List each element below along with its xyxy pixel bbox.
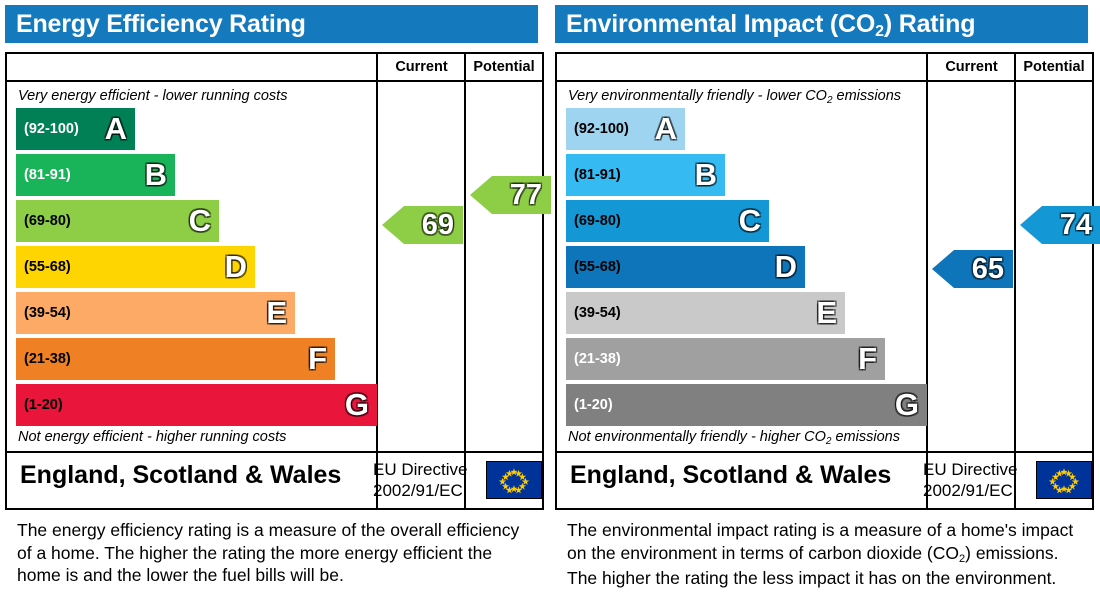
band-c-letter: C xyxy=(738,203,761,238)
band-d: (55-68) D xyxy=(566,246,805,288)
band-g-letter: G xyxy=(344,387,369,422)
potential-rating-arrow: 77 xyxy=(470,176,551,214)
potential-rating-arrow: 74 xyxy=(1020,206,1100,244)
caption-top-prefix: Very environmentally friendly - lower CO xyxy=(568,88,827,104)
band-g-range: (1-20) xyxy=(24,397,63,413)
band-d-letter: D xyxy=(224,249,247,284)
band-f: (21-38) F xyxy=(16,338,335,380)
band-f-range: (21-38) xyxy=(24,351,71,367)
band-g: (1-20) G xyxy=(566,384,927,426)
band-e-letter: E xyxy=(816,295,837,330)
caption-top-subscript: 2 xyxy=(826,95,833,106)
band-c-letter: C xyxy=(188,203,211,238)
band-a: (92-100) A xyxy=(16,108,135,150)
band-b-letter: B xyxy=(144,157,167,192)
energy-efficiency-title: Energy Efficiency Rating xyxy=(5,5,538,43)
column-header-current: Current xyxy=(395,59,448,75)
band-c: (69-80) C xyxy=(566,200,769,242)
band-a-range: (92-100) xyxy=(574,121,629,137)
environmental-impact-panel: Environmental Impact (CO2) Rating Curren… xyxy=(550,0,1100,616)
band-b-range: (81-91) xyxy=(24,167,71,183)
band-f: (21-38) F xyxy=(566,338,885,380)
eu-flag-icon xyxy=(486,461,542,499)
column-header-potential: Potential xyxy=(1023,59,1085,75)
column-header-current: Current xyxy=(945,59,998,75)
caption-very-efficient: Very energy efficient - lower running co… xyxy=(18,88,288,104)
band-d-range: (55-68) xyxy=(24,259,71,275)
environmental-impact-grid: Current Potential Very environmentally f… xyxy=(555,52,1100,510)
caption-bottom-subscript: 2 xyxy=(825,436,832,447)
co2-description-text: The environmental impact rating is a mea… xyxy=(567,520,1074,588)
co2-subscript: 2 xyxy=(959,552,966,565)
column-divider-2 xyxy=(1014,54,1016,508)
footer-directive-label: EU Directive 2002/91/EC xyxy=(373,459,467,501)
band-e: (39-54) E xyxy=(566,292,845,334)
band-b: (81-91) B xyxy=(566,154,725,196)
band-c: (69-80) C xyxy=(16,200,219,242)
eu-flag-stars-icon xyxy=(498,468,530,494)
eu-flag-icon xyxy=(1036,461,1092,499)
column-header-row: Current Potential xyxy=(7,54,542,82)
energy-footer-row: England, Scotland & Wales EU Directive 2… xyxy=(7,451,542,508)
eu-flag-stars-icon xyxy=(1048,468,1080,494)
footer-directive-label: EU Directive 2002/91/EC xyxy=(923,459,1017,501)
caption-top-suffix: emissions xyxy=(832,88,902,104)
panel-title-text: Energy Efficiency Rating xyxy=(16,10,306,38)
band-e-range: (39-54) xyxy=(24,305,71,321)
column-header-row: Current Potential xyxy=(557,54,1092,82)
column-divider-1 xyxy=(926,54,928,508)
co2-footer-row: England, Scotland & Wales EU Directive 2… xyxy=(557,451,1092,508)
band-c-range: (69-80) xyxy=(574,213,621,229)
co2-bands-area: Very environmentally friendly - lower CO… xyxy=(557,82,927,453)
energy-efficiency-panel: Energy Efficiency Rating Current Potenti… xyxy=(0,0,551,616)
energy-bands-area: Very energy efficient - lower running co… xyxy=(7,82,377,453)
current-rating-arrow: 65 xyxy=(932,250,1013,288)
band-f-range: (21-38) xyxy=(574,351,621,367)
caption-bottom-prefix: Not environmentally friendly - higher CO xyxy=(568,429,826,445)
current-rating-arrow: 69 xyxy=(382,206,463,244)
directive-line-1: EU Directive xyxy=(373,460,468,479)
caption-bottom-suffix: emissions xyxy=(831,429,900,445)
directive-line-2: 2002/91/EC xyxy=(373,481,463,500)
band-e-range: (39-54) xyxy=(574,305,621,321)
band-f-letter: F xyxy=(858,341,877,376)
band-b-letter: B xyxy=(694,157,717,192)
directive-line-1: EU Directive xyxy=(923,460,1018,479)
caption-not-efficient: Not energy efficient - higher running co… xyxy=(18,429,287,445)
band-f-letter: F xyxy=(308,341,327,376)
caption-very-friendly: Very environmentally friendly - lower CO… xyxy=(568,88,902,106)
energy-efficiency-grid: Current Potential Very energy efficient … xyxy=(5,52,551,510)
column-divider-2 xyxy=(464,54,466,508)
band-e-letter: E xyxy=(266,295,287,330)
band-d-range: (55-68) xyxy=(574,259,621,275)
band-g: (1-20) G xyxy=(16,384,377,426)
energy-description-text: The energy efficiency rating is a measur… xyxy=(17,520,520,585)
band-g-range: (1-20) xyxy=(574,397,613,413)
band-d: (55-68) D xyxy=(16,246,255,288)
band-a: (92-100) A xyxy=(566,108,685,150)
band-g-letter: G xyxy=(894,387,919,422)
panel-title-prefix: Environmental Impact (CO xyxy=(566,10,876,38)
column-divider-1 xyxy=(376,54,378,508)
environmental-impact-title: Environmental Impact (CO2) Rating xyxy=(555,5,1088,43)
band-a-letter: A xyxy=(104,111,127,146)
footer-region-label: England, Scotland & Wales xyxy=(20,461,342,489)
band-c-range: (69-80) xyxy=(24,213,71,229)
footer-region-label: England, Scotland & Wales xyxy=(570,461,892,489)
band-b-range: (81-91) xyxy=(574,167,621,183)
band-a-range: (92-100) xyxy=(24,121,79,137)
band-d-letter: D xyxy=(774,249,797,284)
band-a-letter: A xyxy=(654,111,677,146)
band-e: (39-54) E xyxy=(16,292,295,334)
panel-title-subscript: 2 xyxy=(875,23,884,40)
directive-line-2: 2002/91/EC xyxy=(923,481,1013,500)
caption-not-friendly: Not environmentally friendly - higher CO… xyxy=(568,429,900,447)
column-header-potential: Potential xyxy=(473,59,535,75)
band-b: (81-91) B xyxy=(16,154,175,196)
panel-title-suffix: ) Rating xyxy=(883,10,976,38)
